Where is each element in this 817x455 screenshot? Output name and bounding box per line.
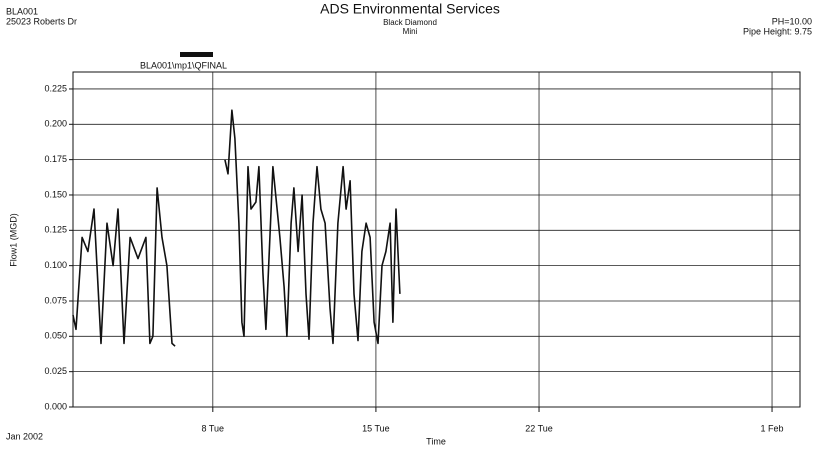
y-tick-label: 0.100 — [44, 260, 67, 270]
chart-subtitle: Black Diamond — [383, 18, 437, 27]
y-tick-label: 0.175 — [44, 154, 67, 164]
y-tick-label: 0.150 — [44, 189, 67, 199]
pipe-height-label: Pipe Height: 9.75 — [743, 26, 812, 36]
flow-line — [72, 109, 401, 347]
y-tick-label: 0.050 — [44, 331, 67, 341]
y-tick-label: 0.075 — [44, 295, 67, 305]
chart-title: ADS Environmental Services — [320, 1, 500, 17]
y-tick-label: 0.125 — [44, 225, 67, 235]
y-tick-label: 0.025 — [44, 366, 67, 376]
address: 25023 Roberts Dr — [6, 16, 77, 26]
plot-frame — [72, 71, 801, 408]
y-tick-label: 0.225 — [44, 83, 67, 93]
site-id: BLA001 — [6, 6, 38, 16]
ph-label: PH=10.00 — [772, 16, 812, 26]
chart-subtitle-2: Mini — [403, 27, 418, 36]
x-tick-label: 8 Tue — [202, 423, 225, 433]
x-tick-label: 15 Tue — [362, 423, 390, 433]
x-axis-label: Time — [426, 436, 446, 446]
y-tick-label: 0.200 — [44, 119, 67, 129]
y-axis-label: Flow1 (MGD) — [8, 213, 18, 267]
y-tick-label: 0.000 — [44, 401, 67, 411]
x-start-label: Jan 2002 — [6, 431, 43, 441]
x-tick-label: 1 Feb — [761, 423, 784, 433]
x-tick-label: 22 Tue — [525, 423, 553, 433]
legend-swatch — [180, 52, 213, 57]
legend-label: BLA001\mp1\QFINAL — [140, 60, 227, 70]
